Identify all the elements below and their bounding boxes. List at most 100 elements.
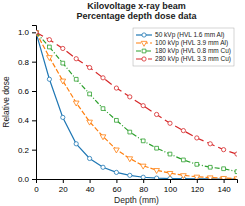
x-tick-label: 100 [164, 185, 178, 194]
series-marker [114, 148, 120, 153]
x-tick: 40 [86, 179, 95, 194]
y-tick-label: 0.2 [18, 146, 30, 155]
series-marker [235, 152, 237, 156]
legend: 50 kVp (HVL 1.6 mm Al)100 kVp (HVL 3.9 m… [133, 28, 234, 66]
series-marker [181, 174, 187, 179]
series-marker [167, 171, 173, 176]
series-marker [208, 142, 212, 146]
series-marker [221, 177, 225, 179]
series-marker [61, 115, 65, 119]
series-marker [101, 165, 105, 169]
series-marker [87, 65, 91, 69]
legend-marker [142, 49, 146, 53]
x-axis: 0 20 40 60 80 100 120 140 [34, 179, 237, 194]
series-marker [47, 77, 51, 81]
y-tick-label: 0.0 [18, 175, 30, 184]
legend-entry: 280 kVp (HVL 3.3 mm Cu) [136, 55, 231, 63]
series-marker [61, 46, 65, 50]
series-marker [208, 165, 212, 169]
y-tick-mark [32, 62, 36, 63]
series-marker [47, 56, 53, 61]
x-tick-mark [143, 179, 144, 183]
x-tick-label: 120 [191, 185, 205, 194]
x-axis-title: Depth (mm) [114, 195, 159, 205]
chart: Kilovoltage x-ray beamPercentage depth d… [0, 0, 245, 206]
plot: 0 20 40 60 80 100 120 140 0.0 0.2 0.4 0.6 0.8 1.0 50 k… [18, 26, 240, 194]
series-marker [101, 76, 105, 80]
series-marker [73, 101, 79, 106]
x-tick-label: 60 [112, 185, 121, 194]
series-marker [207, 176, 213, 179]
y-tick: 0.6 [18, 87, 36, 96]
series-marker [87, 120, 93, 125]
series-marker [221, 148, 225, 152]
x-tick-label: 140 [217, 185, 231, 194]
series-marker [48, 45, 52, 49]
series-marker [155, 146, 159, 150]
x-tick-label: 0 [34, 185, 39, 194]
y-tick-mark [32, 32, 36, 33]
legend-marker [141, 41, 147, 46]
y-tick: 0.8 [18, 58, 36, 67]
series-marker [74, 57, 78, 61]
x-tick-label: 40 [86, 185, 95, 194]
series-marker [154, 176, 158, 179]
series-marker [128, 95, 132, 99]
series-marker [194, 175, 200, 179]
y-tick-mark [32, 179, 36, 180]
series-marker [36, 30, 38, 34]
series-marker [101, 107, 105, 111]
y-tick: 1.0 [18, 28, 36, 37]
series-marker [154, 112, 158, 116]
x-tick: 80 [139, 179, 148, 194]
y-axis: 0.0 0.2 0.4 0.6 0.8 1.0 [18, 26, 37, 185]
legend-box [133, 28, 234, 66]
y-tick-mark [32, 91, 36, 92]
series-marker [181, 128, 185, 132]
series-marker [127, 157, 133, 162]
series-marker [182, 158, 186, 162]
series-marker [36, 30, 38, 34]
x-tick: 0 [34, 179, 39, 194]
series-marker [114, 86, 118, 90]
series-marker [208, 177, 212, 179]
series-marker [141, 139, 145, 143]
series-line [36, 32, 237, 154]
y-tick-mark [32, 120, 36, 121]
series-marker [61, 61, 65, 65]
x-tick: 100 [164, 179, 178, 194]
y-tick: 0.2 [18, 146, 36, 155]
y-tick-mark [32, 150, 36, 151]
y-axis-line [32, 26, 37, 180]
series-marker [115, 118, 119, 122]
series-marker [195, 162, 199, 166]
series-marker [114, 170, 118, 174]
series-marker [222, 167, 226, 171]
series-marker [87, 156, 91, 160]
series-marker [234, 177, 237, 179]
y-tick: 0.4 [18, 116, 36, 125]
series-marker [128, 173, 132, 177]
series-marker [36, 30, 38, 34]
y-tick-label: 0.4 [18, 116, 30, 125]
x-tick: 140 [217, 179, 231, 194]
legend-entry: 180 kVp (HVL 0.8 mm Cu) [136, 47, 231, 55]
title: Kilovoltage x-ray beamPercentage depth d… [76, 1, 197, 21]
series-marker [128, 130, 132, 134]
legend-marker [142, 33, 146, 37]
x-tick-mark [90, 179, 91, 183]
legend-label: 180 kVp (HVL 0.8 mm Cu) [155, 47, 231, 55]
series-marker [141, 175, 145, 179]
series-marker [235, 177, 237, 179]
legend-label: 100 kVp (HVL 3.9 mm Al) [155, 39, 228, 47]
x-tick: 20 [59, 179, 68, 194]
x-tick-mark [224, 179, 225, 183]
series-marker [88, 92, 92, 96]
y-tick-label: 1.0 [18, 28, 30, 37]
series-marker [235, 170, 237, 174]
x-tick-label: 80 [139, 185, 148, 194]
legend-marker [142, 57, 146, 61]
series-marker [100, 135, 106, 140]
y-axis-title: Relative dose [1, 76, 11, 128]
y-tick-label: 0.6 [18, 87, 30, 96]
